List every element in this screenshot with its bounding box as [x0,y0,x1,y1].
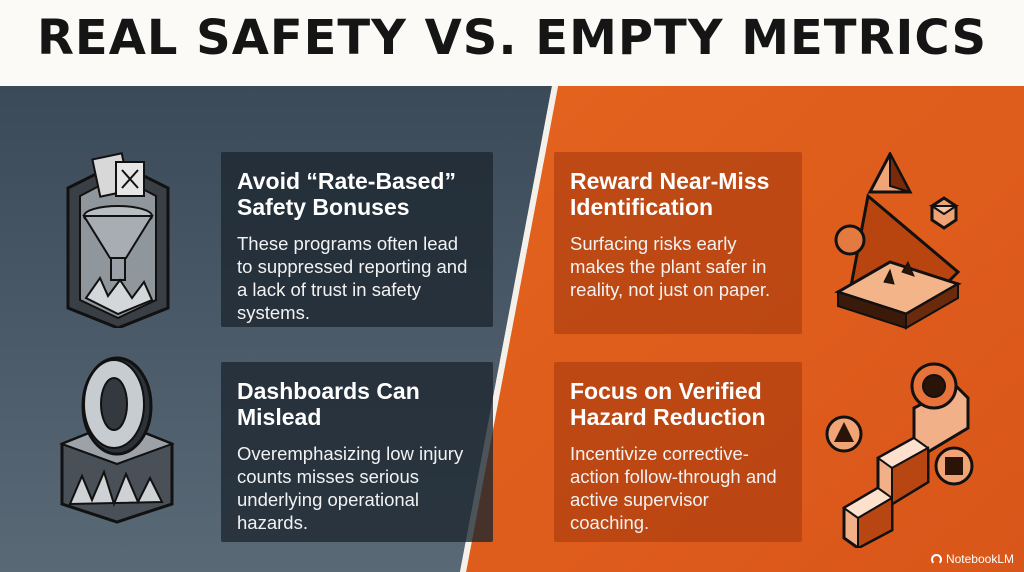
card-rate-based-bonuses: Avoid “Rate-Based” Safety Bonuses These … [221,152,493,327]
card-heading: Avoid “Rate-Based” Safety Bonuses [237,168,456,220]
brand-label: NotebookLM [945,552,1014,566]
card-heading: Dashboards Can Mislead [237,378,420,430]
title-bar: REAL SAFETY VS. EMPTY METRICS [0,0,1024,86]
notebooklm-logo-icon [930,553,942,565]
card-heading: Focus on Verified Hazard Reduction [570,378,766,430]
comparison-panels: Avoid “Rate-Based” Safety Bonuses These … [0,86,1024,572]
page-title: REAL SAFETY VS. EMPTY METRICS [36,10,988,66]
card-hazard-reduction: Focus on Verified Hazard Reduction Incen… [554,362,802,542]
card-body: These programs often lead to suppressed … [237,233,468,323]
card-body: Incentivize corrective-action follow-thr… [570,443,777,533]
funnel-filter-icon [66,152,170,328]
brand-watermark: NotebookLM [930,552,1014,566]
card-body: Overemphasizing low injury counts misses… [237,443,464,533]
zero-pedestal-icon [59,356,175,524]
card-dashboards-mislead: Dashboards Can Mislead Overemphasizing l… [221,362,493,542]
card-near-miss: Reward Near-Miss Identification Surfacin… [554,152,802,334]
ascending-steps-icon [825,362,974,548]
card-heading: Reward Near-Miss Identification [570,168,770,220]
hazard-pyramid-icon [834,152,962,330]
card-body: Surfacing risks early makes the plant sa… [570,233,771,300]
